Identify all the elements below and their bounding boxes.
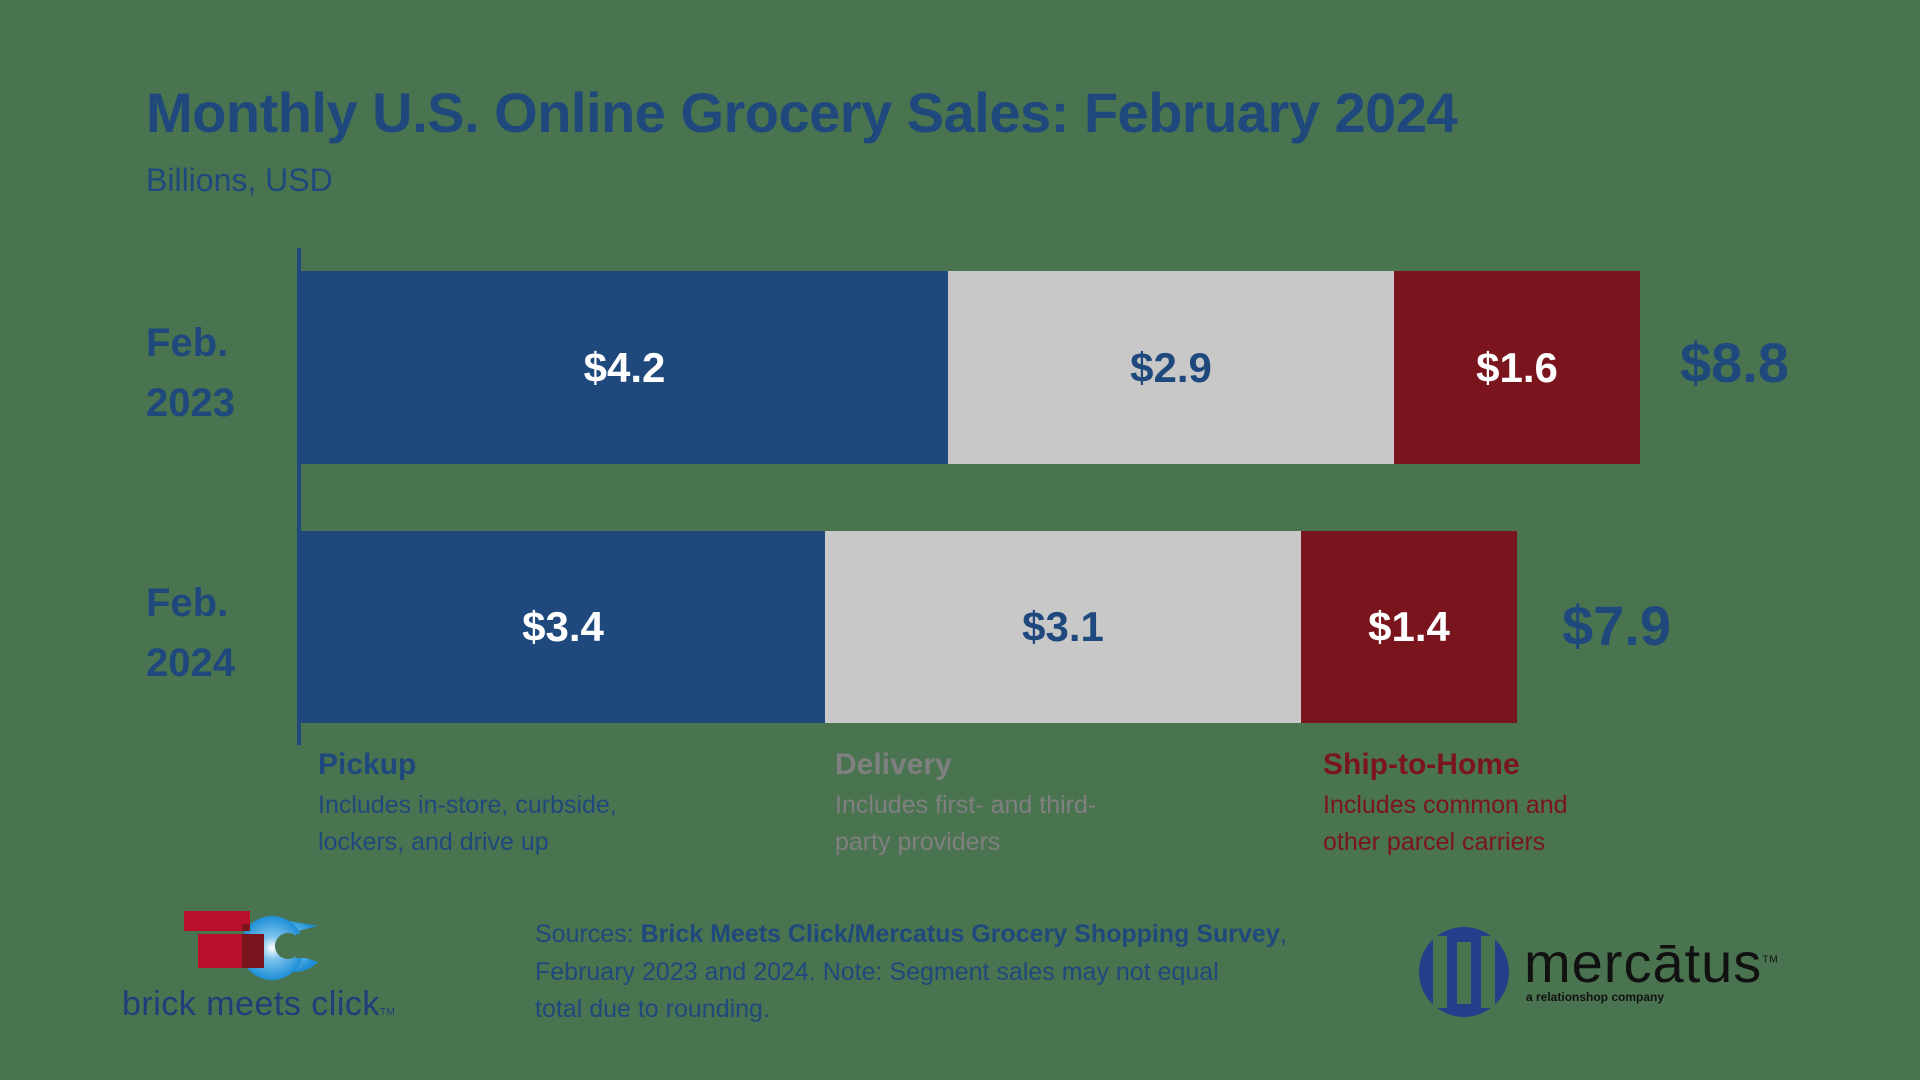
legend-desc-line2: other parcel carriers (1323, 828, 1546, 856)
sources-suffix: , (1279, 920, 1287, 948)
segment-ship-to-home: $1.6 (1394, 271, 1640, 464)
trademark: TM (1762, 954, 1779, 966)
chart-title: Monthly U.S. Online Grocery Sales: Febru… (146, 81, 1458, 144)
row-label-line1: Feb. (146, 321, 229, 365)
sources-survey-name: Brick Meets Click/Mercatus Grocery Shopp… (640, 920, 1280, 948)
segment-value: $4.2 (583, 343, 666, 391)
segment-value: $2.9 (1130, 343, 1212, 391)
segment-delivery: $2.9 (948, 271, 1394, 464)
total-feb-2023: $8.8 (1680, 331, 1789, 394)
bar-feb-2023: $4.2 $2.9 $1.6 (301, 271, 1640, 464)
segment-pickup: $3.4 (301, 531, 825, 723)
segment-value: $1.4 (1368, 603, 1450, 650)
total-feb-2024: $7.9 (1562, 594, 1671, 657)
legend-name: Ship-to-Home (1323, 748, 1520, 781)
wordmark-text: mercātus (1524, 931, 1763, 994)
legend-desc-line2: lockers, and drive up (318, 828, 549, 856)
row-label-feb-2024: Feb. 2024 (146, 573, 235, 693)
legend-desc-line2: party providers (835, 828, 1001, 856)
sources-line1: Sources: Brick Meets Click/Mercatus Groc… (535, 916, 1287, 954)
legend-name: Pickup (318, 748, 417, 781)
segment-ship-to-home: $1.4 (1301, 531, 1517, 723)
sources-prefix: Sources: (535, 920, 641, 948)
row-label-line1: Feb. (146, 581, 229, 625)
legend-pickup: Pickup Includes in-store, curbside, lock… (318, 745, 617, 861)
mercatus-tagline: a relationshop company (1526, 990, 1665, 1004)
mercatus-logo-icon (1418, 926, 1510, 1018)
legend-desc-line1: Includes common and (1323, 791, 1568, 819)
legend-delivery: Delivery Includes first- and third- part… (835, 745, 1096, 861)
y-axis-line (297, 248, 301, 745)
segment-value: $1.6 (1476, 343, 1558, 391)
legend-desc-line1: Includes in-store, curbside, (318, 791, 617, 819)
segment-value: $3.1 (1022, 603, 1104, 650)
legend-name: Delivery (835, 748, 952, 781)
bar-feb-2024: $3.4 $3.1 $1.4 (301, 531, 1517, 723)
wordmark-text: brick meets click (122, 985, 380, 1023)
mercatus-wordmark: mercātusTM (1524, 930, 1779, 995)
segment-delivery: $3.1 (825, 531, 1301, 723)
legend-ship-to-home: Ship-to-Home Includes common and other p… (1323, 745, 1568, 861)
sources-line3: total due to rounding. (535, 995, 770, 1023)
segment-pickup: $4.2 (301, 271, 948, 464)
chart-subtitle: Billions, USD (146, 162, 333, 198)
segment-value: $3.4 (522, 603, 604, 650)
sources-line2: February 2023 and 2024. Note: Segment sa… (535, 957, 1219, 986)
brick-meets-click-wordmark: brick meets clickTM (122, 985, 395, 1024)
brick-meets-click-logo-icon (184, 910, 324, 982)
sources-note: Sources: Brick Meets Click/Mercatus Groc… (535, 916, 1287, 1029)
row-label-line2: 2024 (146, 641, 235, 685)
row-label-feb-2023: Feb. 2023 (146, 313, 235, 433)
row-label-line2: 2023 (146, 381, 235, 425)
trademark: TM (379, 1007, 396, 1018)
legend-desc-line1: Includes first- and third- (835, 791, 1097, 819)
